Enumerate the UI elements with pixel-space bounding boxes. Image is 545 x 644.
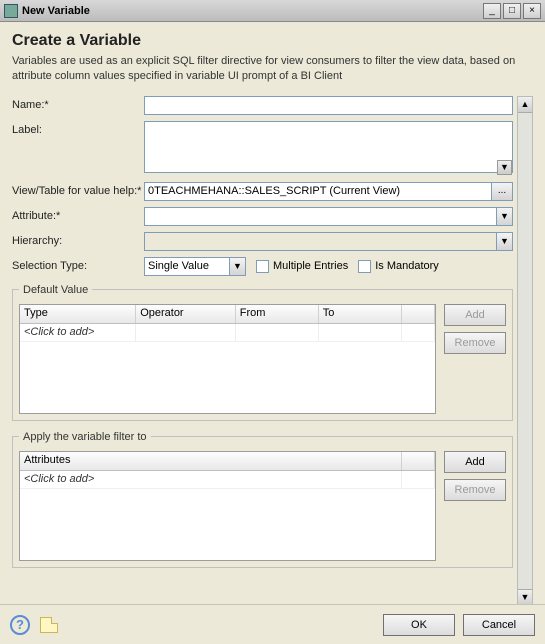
is-mandatory-label: Is Mandatory: [375, 260, 439, 272]
chevron-down-icon[interactable]: ▼: [496, 232, 513, 251]
hierarchy-select[interactable]: [144, 232, 496, 251]
multiple-entries-label: Multiple Entries: [273, 260, 348, 272]
default-value-legend: Default Value: [19, 284, 92, 296]
scroll-down-icon[interactable]: ▼: [518, 589, 532, 604]
viewtable-input[interactable]: [144, 182, 491, 201]
name-label: Name:*: [12, 96, 144, 111]
is-mandatory-checkbox[interactable]: Is Mandatory: [358, 260, 439, 273]
vertical-scrollbar[interactable]: ▲ ▼: [517, 96, 533, 604]
default-value-table[interactable]: Type Operator From To <Click to add>: [19, 304, 436, 414]
col-type: Type: [20, 305, 136, 323]
attribute-select[interactable]: [144, 207, 496, 226]
window-title: New Variable: [22, 5, 483, 17]
remove-default-button[interactable]: Remove: [444, 332, 506, 354]
apply-filter-group: Apply the variable filter to Attributes …: [12, 431, 513, 568]
browse-button[interactable]: ...: [491, 182, 513, 201]
table-row-placeholder[interactable]: <Click to add>: [20, 324, 136, 342]
chevron-down-icon[interactable]: ▼: [497, 160, 512, 175]
col-attributes: Attributes: [20, 452, 402, 470]
title-bar: New Variable _ □ ×: [0, 0, 545, 22]
name-input[interactable]: [144, 96, 513, 115]
help-icon[interactable]: ?: [10, 615, 30, 635]
selection-type-select[interactable]: [144, 257, 229, 276]
default-value-group: Default Value Type Operator From To <Cli…: [12, 284, 513, 421]
minimize-button[interactable]: _: [483, 3, 501, 19]
ok-button[interactable]: OK: [383, 614, 455, 636]
dialog-footer: ? OK Cancel: [0, 604, 545, 644]
apply-filter-legend: Apply the variable filter to: [19, 431, 151, 443]
dialog-content: Create a Variable Variables are used as …: [0, 22, 545, 604]
multiple-entries-checkbox[interactable]: Multiple Entries: [256, 260, 348, 273]
page-description: Variables are used as an explicit SQL fi…: [12, 54, 533, 84]
page-title: Create a Variable: [12, 32, 533, 50]
maximize-button[interactable]: □: [503, 3, 521, 19]
scroll-track[interactable]: [518, 113, 532, 589]
apply-filter-table[interactable]: Attributes <Click to add>: [19, 451, 436, 561]
add-default-button[interactable]: Add: [444, 304, 506, 326]
viewtable-label: View/Table for value help:*: [12, 182, 144, 197]
add-filter-button[interactable]: Add: [444, 451, 506, 473]
chevron-down-icon[interactable]: ▼: [229, 257, 246, 276]
cancel-button[interactable]: Cancel: [463, 614, 535, 636]
hierarchy-label: Hierarchy:: [12, 232, 144, 247]
col-from: From: [236, 305, 319, 323]
label-label: Label:: [12, 121, 144, 136]
scroll-up-icon[interactable]: ▲: [518, 97, 532, 113]
table-row-placeholder[interactable]: <Click to add>: [20, 471, 402, 489]
close-button[interactable]: ×: [523, 3, 541, 19]
form-area: Name:* Label: ▼ View/Table for value hel…: [12, 96, 533, 604]
col-operator: Operator: [136, 305, 236, 323]
new-icon[interactable]: [40, 617, 58, 633]
chevron-down-icon[interactable]: ▼: [496, 207, 513, 226]
attribute-label: Attribute:*: [12, 207, 144, 222]
app-icon: [4, 4, 18, 18]
remove-filter-button[interactable]: Remove: [444, 479, 506, 501]
selection-type-label: Selection Type:: [12, 257, 144, 272]
label-textarea[interactable]: [144, 121, 513, 173]
col-to: To: [319, 305, 402, 323]
